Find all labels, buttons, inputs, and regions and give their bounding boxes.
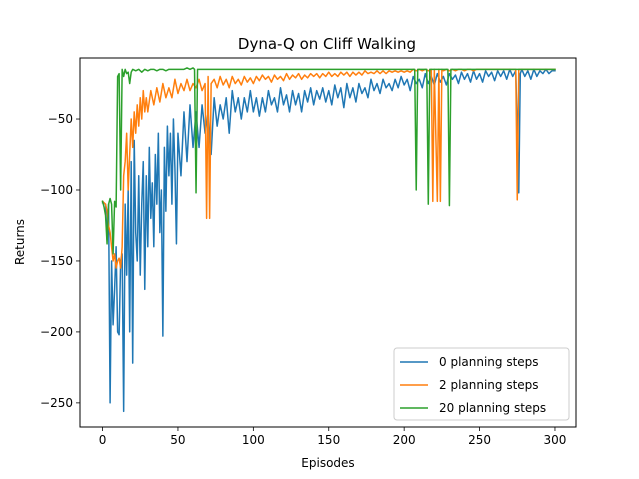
legend: 0 planning steps 2 planning steps 20 plann… — [393, 347, 570, 421]
series-line-0 — [101, 68, 556, 413]
legend-label-2: 20 planning steps — [439, 401, 546, 415]
x-tick-label: 150 — [317, 433, 340, 447]
x-tick-label: 50 — [170, 433, 185, 447]
x-tick-label: 250 — [468, 433, 491, 447]
y-tick-label: −250 — [40, 396, 73, 410]
x-tick-label: 100 — [242, 433, 265, 447]
legend-label-0: 0 planning steps — [439, 355, 539, 369]
x-axis-label: Episodes — [301, 456, 354, 470]
x-axis: 0 50 100 150 200 250 300 — [99, 427, 567, 447]
legend-label-1: 2 planning steps — [439, 378, 539, 392]
x-tick-label: 300 — [544, 433, 567, 447]
y-axis-label: Returns — [13, 219, 27, 265]
legend-box — [393, 347, 570, 421]
y-tick-label: −150 — [40, 254, 73, 268]
chart-title: Dyna-Q on Cliff Walking — [238, 35, 416, 53]
y-tick-label: −100 — [40, 183, 73, 197]
y-axis: −250 −200 −150 −100 −50 — [40, 112, 80, 410]
x-tick-label: 0 — [99, 433, 107, 447]
y-tick-label: −50 — [48, 112, 73, 126]
x-tick-label: 200 — [393, 433, 416, 447]
series-layer — [101, 67, 556, 413]
y-tick-label: −200 — [40, 325, 73, 339]
plot-frame — [79, 57, 577, 428]
series-line-2 — [101, 67, 556, 255]
series-line-1 — [101, 68, 556, 269]
